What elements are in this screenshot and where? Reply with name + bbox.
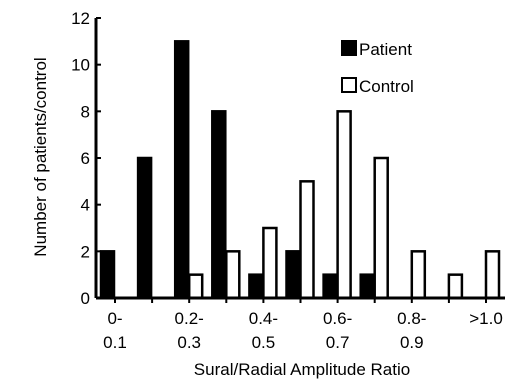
x-tick-label-6-0: 0.6- xyxy=(323,309,352,328)
x-ticks: 0- 0.1 0.2- 0.3 0.4- 0.5 0.6- 0.7 0.8- 0.9 >1.0 xyxy=(103,298,503,352)
bar-control-10 xyxy=(484,250,501,300)
y-tick-label-3: 6 xyxy=(81,149,90,168)
bar-patient-4 xyxy=(248,273,264,300)
y-tick-label-2: 4 xyxy=(81,196,90,215)
legend-control-label: Control xyxy=(359,77,414,96)
legend-patient-swatch xyxy=(341,40,357,56)
y-tick-label-1: 2 xyxy=(81,242,90,261)
bar-control-8 xyxy=(410,250,427,300)
bars-layer xyxy=(99,40,501,300)
x-tick-label-8-0: 0.8- xyxy=(397,309,426,328)
bar-patient-2 xyxy=(173,40,190,300)
x-axis-title: Sural/Radial Amplitude Ratio xyxy=(194,360,410,379)
bar-control-4 xyxy=(262,226,278,300)
legend: Patient Control xyxy=(341,40,414,96)
bar-control-9 xyxy=(447,273,464,300)
bar-patient-3 xyxy=(211,110,227,300)
y-ticks: 0 2 4 6 8 10 12 xyxy=(71,9,101,308)
bar-control-5 xyxy=(299,180,315,300)
x-tick-label-10-0: >1.0 xyxy=(469,309,503,328)
x-tick-label-6-1: 0.7 xyxy=(326,333,350,352)
bar-patient-0 xyxy=(99,250,116,300)
x-tick-label-0-1: 0.1 xyxy=(103,333,127,352)
bar-control-7 xyxy=(373,156,389,300)
bar-patient-6 xyxy=(322,273,338,300)
legend-patient-label: Patient xyxy=(359,40,412,59)
bar-control-6 xyxy=(336,110,352,300)
x-tick-label-4-1: 0.5 xyxy=(252,333,276,352)
bar-patient-1 xyxy=(136,156,153,300)
x-tick-label-0-0: 0- xyxy=(107,309,122,328)
bar-patient-5 xyxy=(285,250,301,300)
bar-control-2 xyxy=(187,273,204,300)
legend-control-swatch xyxy=(341,77,357,93)
y-tick-label-0: 0 xyxy=(81,289,90,308)
y-axis-title: Number of patients/control xyxy=(31,57,50,256)
x-tick-label-8-1: 0.9 xyxy=(400,333,424,352)
y-tick-label-4: 8 xyxy=(81,102,90,121)
x-tick-label-2-0: 0.2- xyxy=(175,309,204,328)
bar-patient-7 xyxy=(359,273,375,300)
bar-control-3 xyxy=(225,250,241,300)
y-tick-label-6: 12 xyxy=(71,9,90,28)
y-tick-label-5: 10 xyxy=(71,56,90,75)
x-tick-label-4-0: 0.4- xyxy=(249,309,278,328)
x-tick-label-2-1: 0.3 xyxy=(177,333,201,352)
